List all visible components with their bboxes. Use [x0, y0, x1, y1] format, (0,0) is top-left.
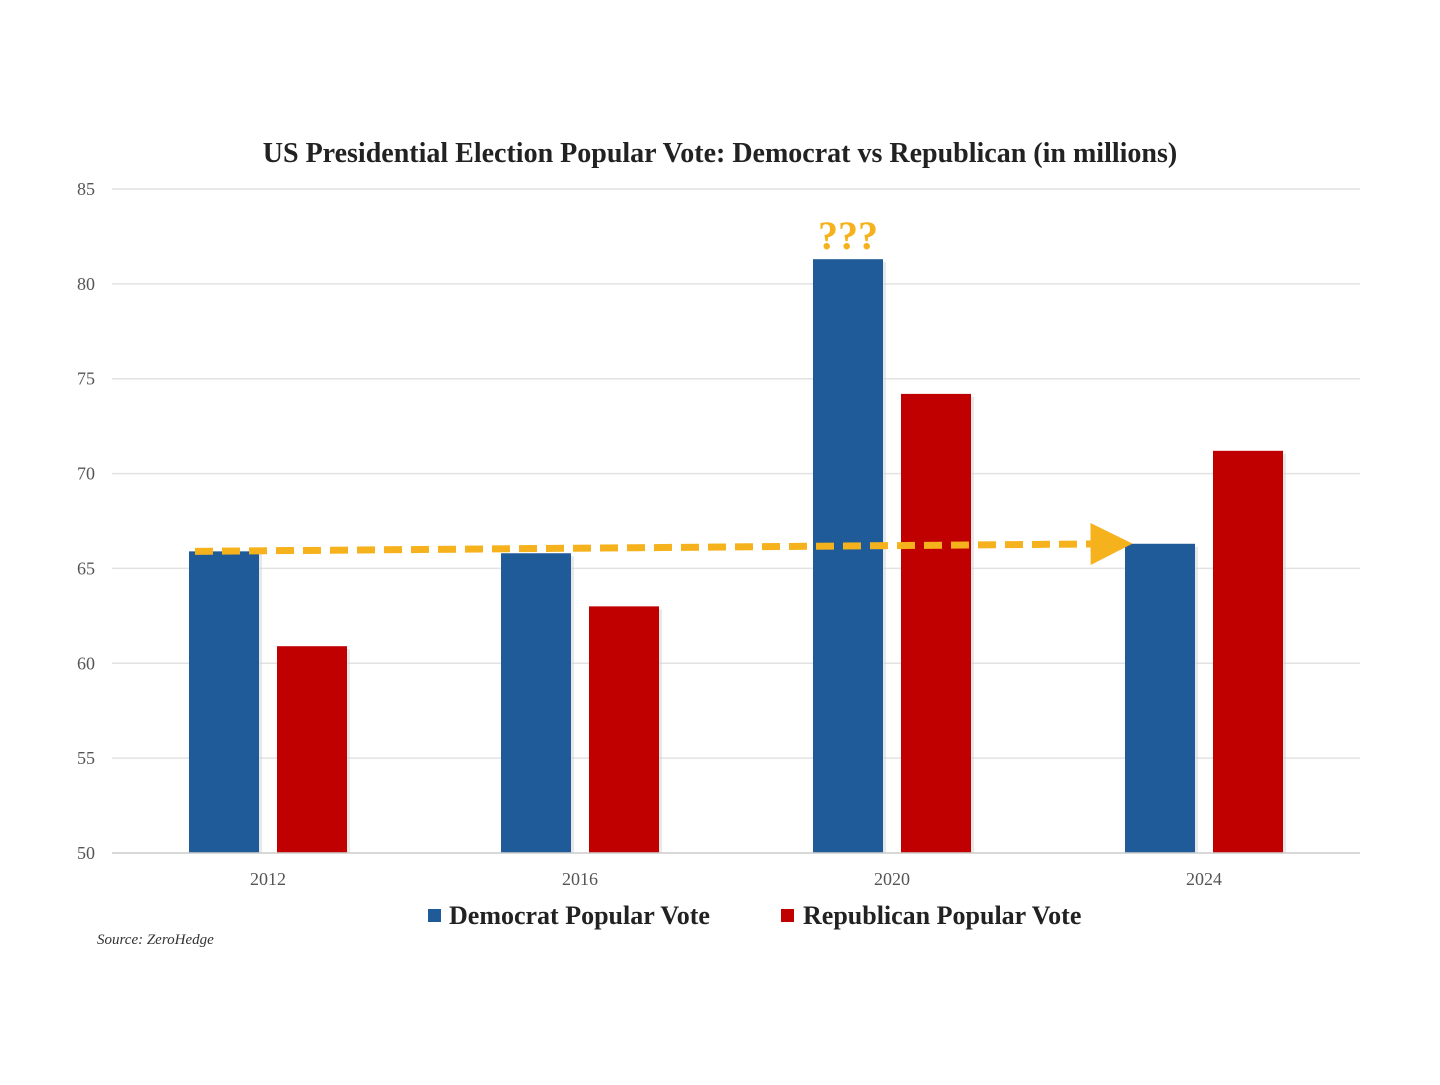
x-tick-label: 2024: [1186, 869, 1222, 889]
legend-swatch: [781, 909, 794, 922]
chart-title: US Presidential Election Popular Vote: D…: [263, 138, 1177, 169]
democrat-bar: [1125, 543, 1195, 853]
y-tick-label: 80: [77, 274, 95, 294]
democrat-bar: [189, 551, 259, 853]
y-axis: 50 55 60 65 70 75 80 85: [77, 179, 95, 863]
y-tick-label: 85: [77, 179, 95, 199]
y-tick-label: 50: [77, 843, 95, 863]
legend-label: Republican Popular Vote: [803, 901, 1081, 930]
y-tick-label: 70: [77, 464, 95, 484]
annotation-label: ???: [818, 213, 878, 258]
republican-bar: [589, 606, 659, 853]
legend: Democrat Popular Vote Republican Popular …: [428, 901, 1081, 930]
x-tick-label: 2020: [874, 869, 910, 889]
annotations: ???: [194, 213, 1133, 565]
source-note: Source: ZeroHedge: [97, 932, 214, 948]
y-tick-label: 55: [77, 748, 95, 768]
republican-bar: [1213, 450, 1283, 853]
x-tick-label: 2012: [250, 869, 286, 889]
bars: [189, 259, 1286, 853]
democrat-bar: [813, 259, 883, 853]
legend-label: Democrat Popular Vote: [449, 901, 710, 930]
trend-arrow: [194, 522, 1133, 565]
x-tick-label: 2016: [562, 869, 598, 889]
republican-bar: [901, 393, 971, 853]
y-tick-label: 65: [77, 558, 95, 578]
republican-bar: [277, 646, 347, 853]
y-tick-label: 75: [77, 369, 95, 389]
x-axis: 2012 2016 2020 2024: [112, 852, 1360, 889]
legend-swatch: [428, 909, 441, 922]
y-tick-label: 60: [77, 653, 95, 673]
democrat-bar: [501, 553, 571, 853]
